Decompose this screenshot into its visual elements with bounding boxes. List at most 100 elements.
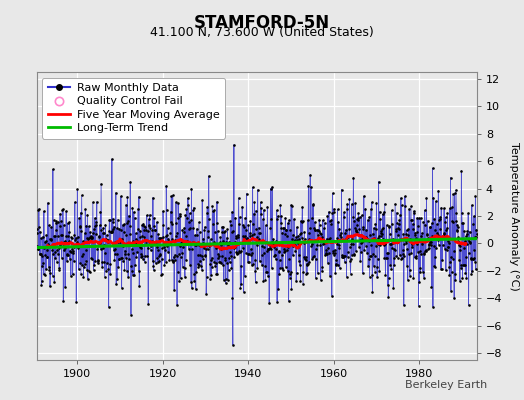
Point	[71, 234, 80, 241]
Point	[239, 222, 247, 228]
Point	[189, 239, 198, 245]
Point	[325, 208, 333, 215]
Point	[321, 252, 329, 258]
Point	[38, 252, 46, 259]
Point	[48, 247, 57, 253]
Point	[144, 228, 152, 235]
Point	[171, 257, 179, 263]
Point	[216, 258, 224, 265]
Point	[389, 246, 398, 252]
Point	[387, 266, 396, 272]
Point	[401, 231, 410, 237]
Point	[276, 264, 284, 271]
Point	[104, 265, 113, 272]
Point	[464, 235, 472, 242]
Point	[82, 222, 91, 229]
Point	[215, 259, 223, 266]
Point	[124, 251, 133, 257]
Point	[128, 268, 136, 274]
Point	[177, 240, 185, 246]
Point	[95, 234, 104, 240]
Point	[263, 269, 271, 275]
Point	[384, 294, 392, 300]
Point	[384, 282, 392, 288]
Point	[444, 244, 453, 250]
Point	[88, 234, 96, 240]
Point	[37, 282, 46, 289]
Point	[339, 254, 347, 261]
Point	[66, 219, 74, 225]
Point	[267, 246, 276, 252]
Point	[426, 239, 434, 246]
Point	[314, 227, 323, 233]
Point	[197, 263, 205, 269]
Point	[285, 217, 293, 224]
Point	[334, 219, 343, 225]
Point	[330, 206, 338, 212]
Point	[76, 260, 84, 266]
Point	[64, 252, 72, 258]
Point	[284, 244, 292, 251]
Point	[170, 252, 179, 258]
Point	[333, 241, 341, 247]
Point	[160, 262, 169, 269]
Point	[58, 206, 67, 213]
Point	[414, 215, 423, 222]
Point	[181, 274, 189, 280]
Point	[271, 252, 279, 258]
Point	[269, 240, 277, 246]
Point	[201, 252, 209, 258]
Point	[68, 234, 76, 241]
Point	[128, 272, 137, 278]
Point	[226, 218, 235, 224]
Point	[195, 229, 204, 236]
Point	[97, 226, 106, 233]
Point	[217, 253, 226, 259]
Point	[302, 254, 310, 260]
Point	[337, 186, 346, 193]
Point	[344, 234, 353, 240]
Point	[164, 249, 172, 256]
Point	[463, 230, 471, 237]
Point	[364, 237, 373, 244]
Point	[117, 226, 125, 233]
Point	[199, 256, 207, 262]
Point	[343, 254, 352, 260]
Point	[323, 213, 332, 219]
Point	[45, 267, 53, 274]
Point	[159, 208, 167, 214]
Point	[209, 240, 217, 247]
Point	[200, 245, 208, 252]
Point	[152, 255, 161, 262]
Point	[64, 229, 73, 235]
Point	[358, 236, 366, 242]
Point	[147, 247, 155, 254]
Point	[265, 300, 274, 306]
Point	[87, 255, 95, 262]
Point	[109, 226, 117, 232]
Point	[265, 242, 274, 248]
Point	[348, 235, 356, 242]
Point	[90, 262, 99, 268]
Point	[234, 234, 243, 240]
Point	[210, 207, 219, 213]
Point	[394, 254, 402, 261]
Point	[250, 199, 259, 206]
Point	[433, 237, 442, 243]
Point	[116, 236, 124, 242]
Point	[190, 270, 198, 277]
Point	[343, 206, 351, 213]
Point	[209, 208, 217, 214]
Point	[456, 242, 464, 249]
Point	[347, 256, 355, 263]
Point	[367, 252, 376, 259]
Point	[408, 241, 416, 248]
Point	[69, 250, 77, 256]
Point	[381, 241, 389, 248]
Point	[291, 242, 300, 248]
Point	[376, 216, 385, 222]
Point	[157, 272, 166, 278]
Point	[142, 241, 150, 247]
Point	[131, 240, 139, 246]
Point	[462, 275, 471, 282]
